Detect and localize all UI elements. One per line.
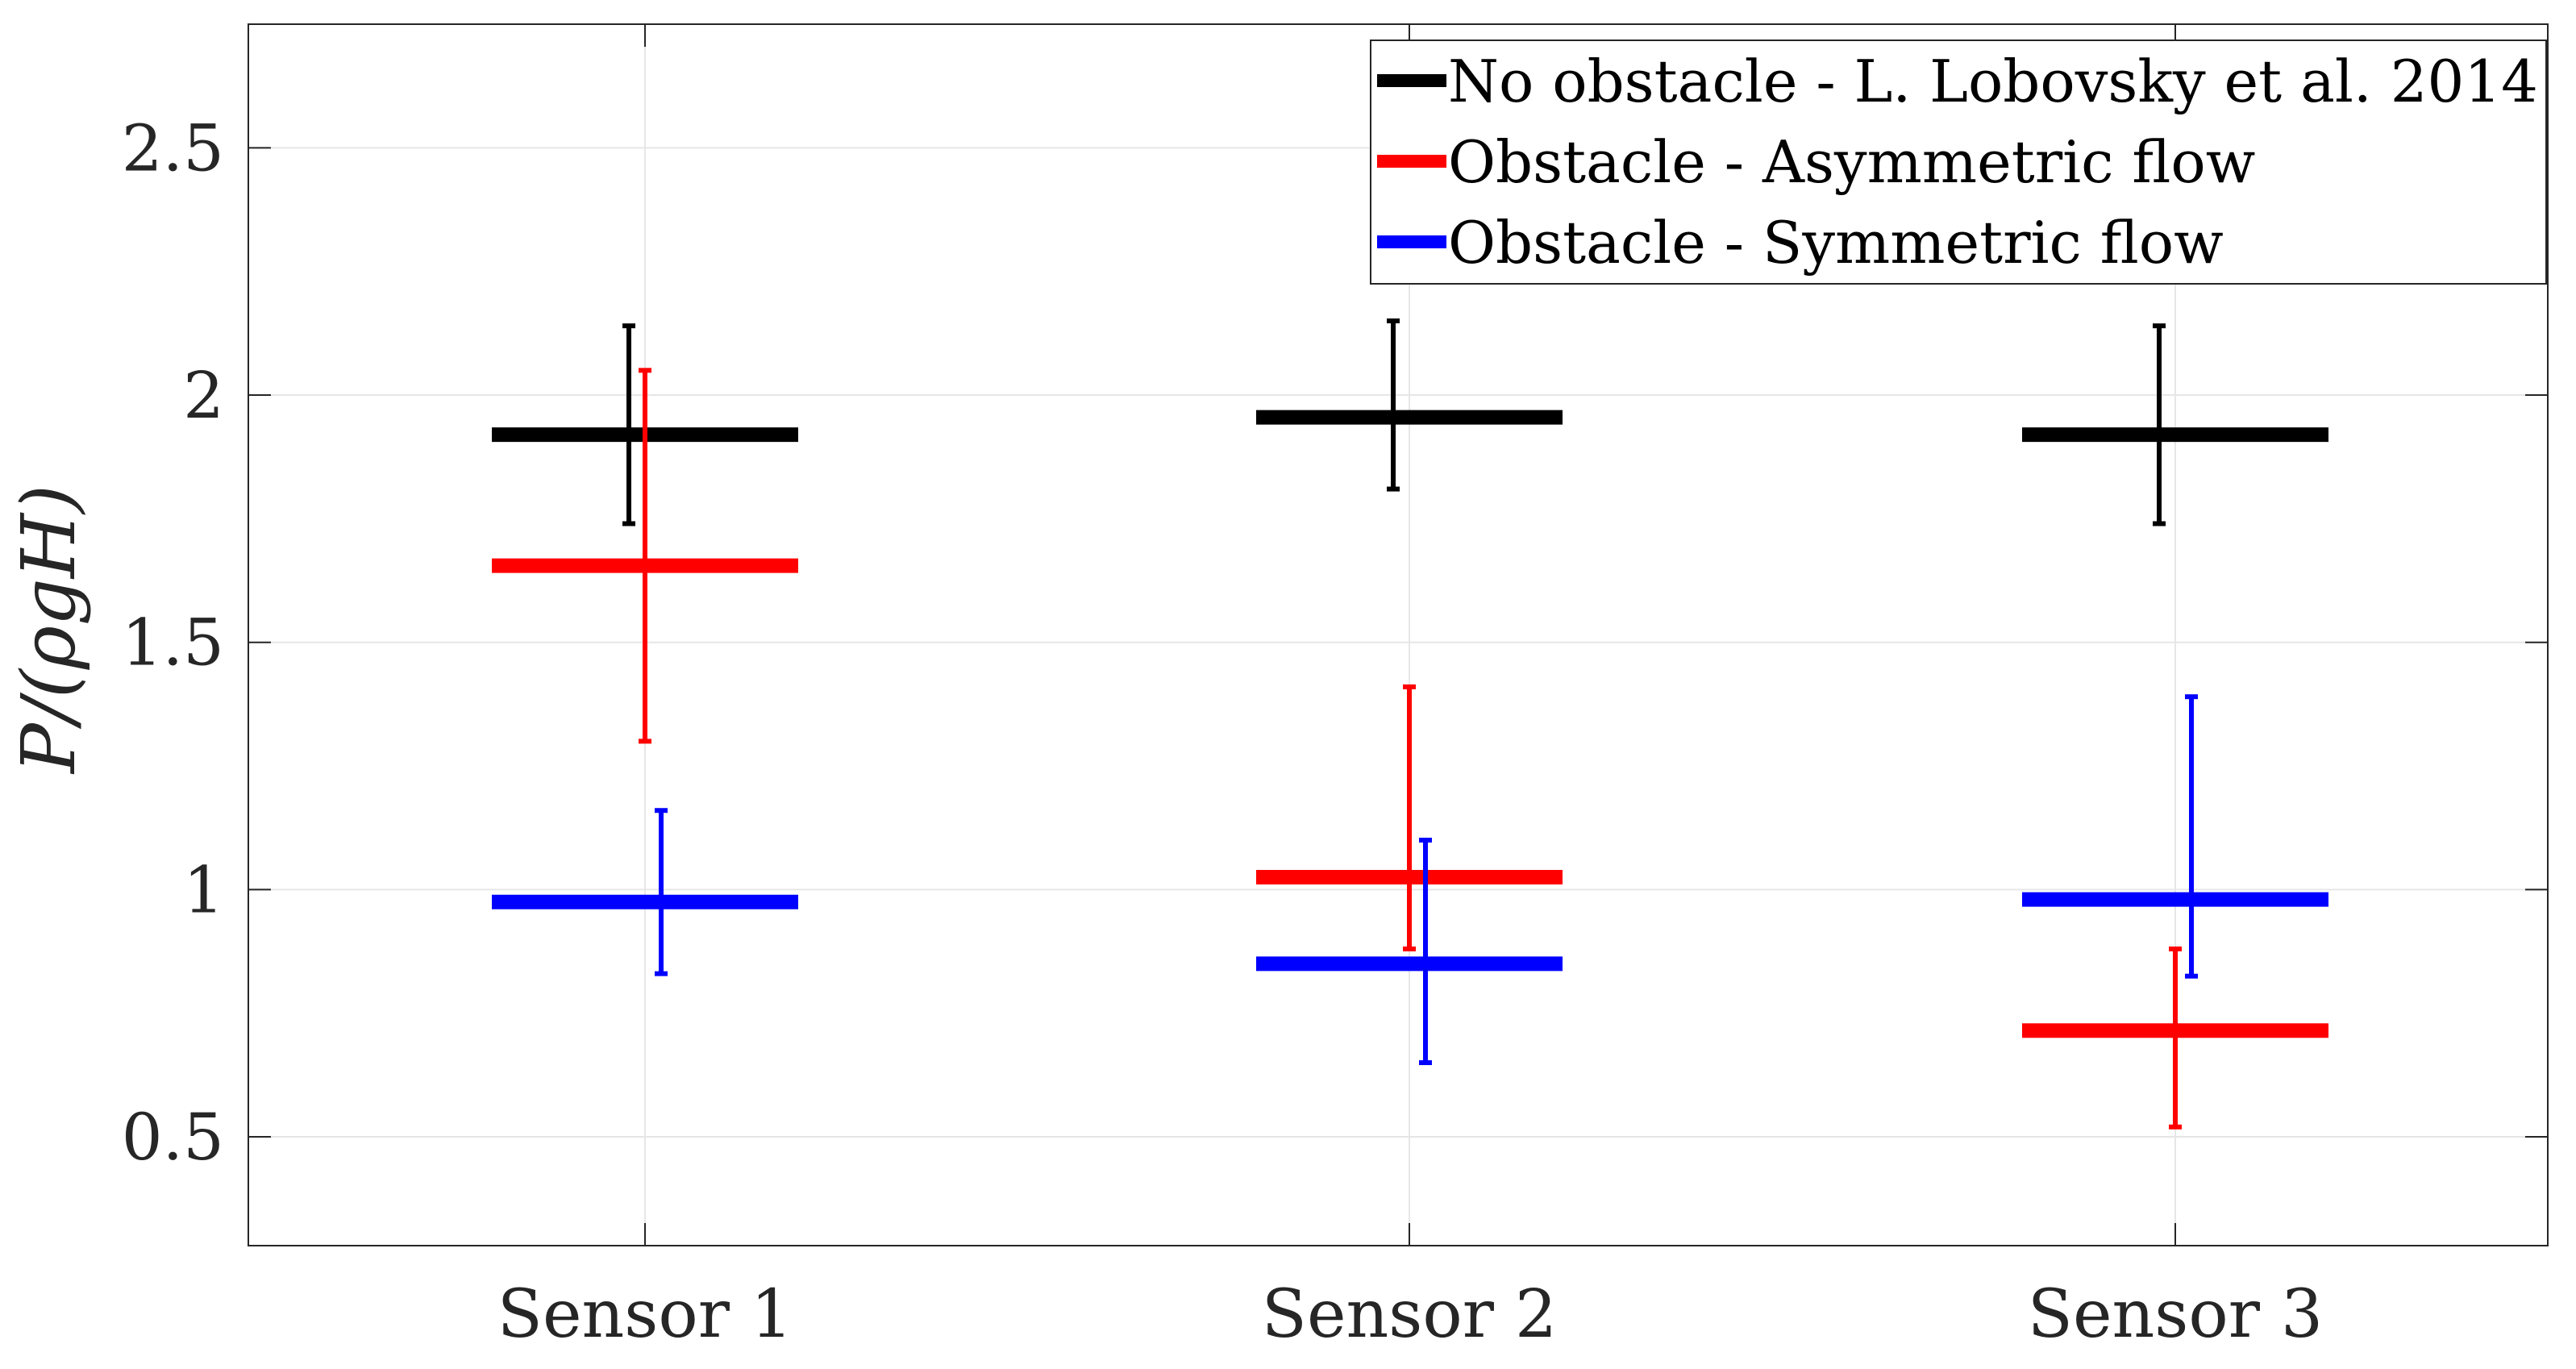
plot-frame [248,23,2549,1246]
y-tick-label: 0.5 [122,1100,224,1175]
x-tick-label: Sensor 3 [2028,1276,2323,1353]
x-tick-label: Sensor 1 [497,1276,793,1353]
y-tick-label: 1.5 [122,605,224,680]
legend: No obstacle - L. Lobovsky et al. 2014 Obs… [1370,40,2547,285]
y-tick-label: 1 [183,852,224,927]
series-layer [492,318,2328,1130]
series-1 [492,318,2328,526]
y-tick-label: 2 [183,358,224,433]
x-tick-label: Sensor 2 [1262,1276,1557,1353]
y-tick-label: 2.5 [122,110,224,185]
legend-label: Obstacle - Asymmetric flow [1448,128,2255,196]
series-3 [492,694,2328,1066]
y-axis: 0.5 1 1.5 2 2.5 [122,110,2548,1175]
legend-label: No obstacle - L. Lobovsky et al. 2014 [1448,48,2538,115]
x-axis: Sensor 1 Sensor 2 Sensor 3 [497,24,2323,1353]
series-2 [492,368,2328,1130]
legend-label: Obstacle - Symmetric flow [1448,209,2224,277]
legend-box [1370,40,2547,285]
y-axis-label: P/(ρgH) [6,485,92,775]
